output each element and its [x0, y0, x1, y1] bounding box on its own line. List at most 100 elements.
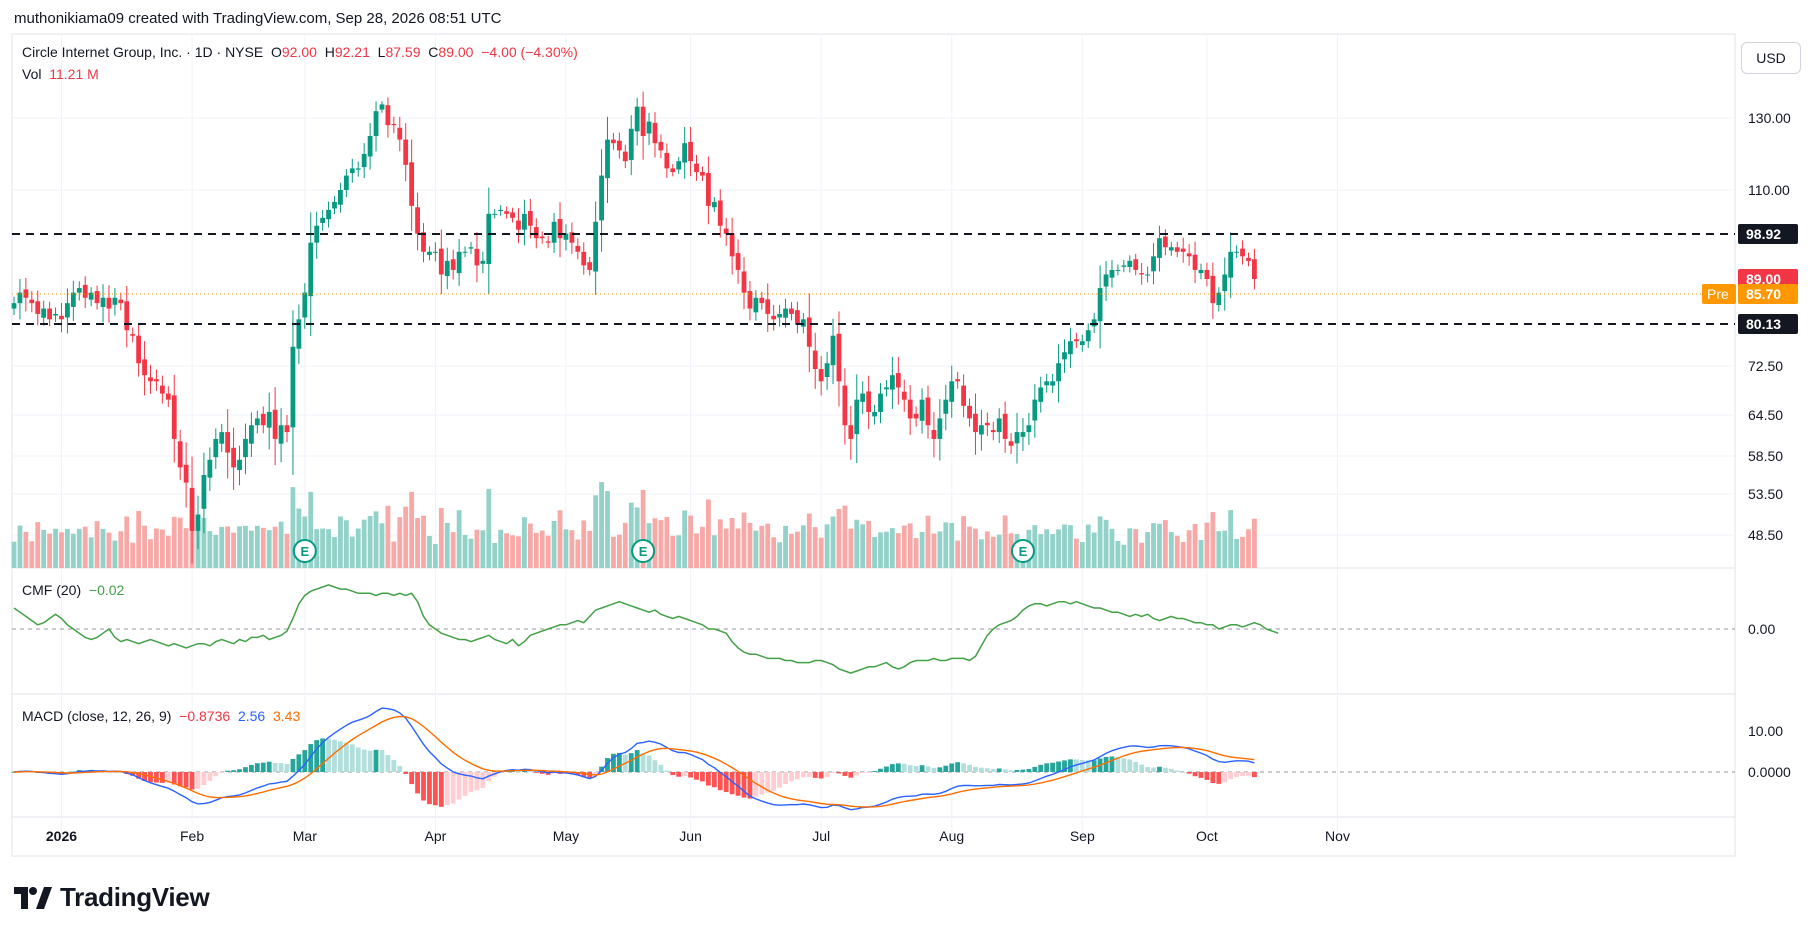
change-value: −4.00 (−4.30%) — [481, 44, 578, 60]
candle-body — [165, 393, 171, 400]
candle-body — [765, 299, 771, 314]
volume-bar — [480, 530, 486, 568]
created-caption: muthonikiama09 created with TradingView.… — [14, 10, 502, 27]
candle-body — [480, 260, 486, 264]
candle-body — [901, 391, 907, 400]
candle-body — [385, 105, 391, 126]
volume-legend[interactable]: Vol 11.21 M — [22, 66, 99, 82]
macd-legend[interactable]: MACD (close, 12, 26, 9) −0.8736 2.56 3.4… — [22, 708, 300, 724]
volume-bar — [326, 529, 331, 568]
earnings-marker[interactable]: E — [1010, 539, 1035, 563]
close-label: C — [428, 44, 439, 60]
candle-body — [415, 207, 420, 234]
volume-bar — [854, 519, 860, 568]
macd-histogram-bar — [729, 772, 735, 795]
tradingview-logo[interactable]: TradingView — [14, 882, 210, 913]
volume-bar — [777, 542, 783, 568]
candle-body — [254, 418, 260, 426]
macd-signal-value: 3.43 — [272, 708, 301, 724]
candle-body — [682, 143, 688, 163]
cmf-title: CMF (20) — [22, 582, 82, 598]
x-tick-label: Sep — [1070, 828, 1095, 844]
candle-body — [456, 251, 462, 274]
macd-histogram-bar — [937, 767, 943, 772]
macd-histogram-bar — [1198, 772, 1204, 778]
macd-histogram-bar — [884, 766, 889, 772]
candle-body — [47, 308, 53, 320]
macd-histogram-bar — [688, 772, 693, 778]
candle-body — [314, 225, 320, 243]
macd-histogram-bar — [1133, 761, 1139, 772]
macd-histogram-bar — [260, 762, 266, 772]
volume-bar — [397, 517, 403, 568]
candle-body — [106, 297, 112, 309]
candle-body — [88, 292, 94, 300]
volume-bar — [1091, 532, 1097, 568]
macd-histogram-bar — [1091, 760, 1097, 772]
candle-body — [747, 291, 753, 309]
volume-label: Vol — [22, 66, 42, 82]
tradingview-logo-icon — [14, 886, 52, 909]
candle-body — [1252, 259, 1257, 279]
volume-bar — [11, 541, 17, 568]
candle-body — [545, 241, 551, 243]
macd-line-value: 2.56 — [237, 708, 266, 724]
volume-bar — [533, 532, 539, 568]
x-tick-label: Oct — [1196, 828, 1218, 844]
macd-histogram-bar — [379, 749, 385, 772]
cmf-legend[interactable]: CMF (20) −0.02 — [22, 582, 124, 598]
macd-histogram-bar — [812, 772, 818, 778]
volume-bar — [1168, 532, 1174, 568]
symbol-legend[interactable]: Circle Internet Group, Inc. · 1D · NYSE … — [22, 44, 578, 60]
candle-body — [860, 393, 866, 402]
macd-histogram-bar — [1103, 756, 1109, 772]
volume-bar — [1174, 535, 1180, 568]
candle-body — [450, 259, 456, 270]
volume-bar — [955, 540, 961, 568]
macd-histogram-bar — [213, 772, 219, 777]
candle-body — [349, 168, 355, 174]
candle-body — [575, 245, 581, 252]
volume-bar — [70, 533, 76, 568]
volume-bar — [284, 533, 290, 568]
candle-body — [391, 123, 397, 126]
currency-button[interactable]: USD — [1741, 42, 1801, 74]
candle-body — [533, 227, 539, 239]
earnings-marker[interactable]: E — [292, 539, 317, 563]
macd-histogram-bar — [996, 768, 1002, 772]
volume-bar — [272, 526, 278, 568]
y-tick-label: 58.50 — [1748, 448, 1783, 464]
volume-bar — [759, 525, 765, 568]
macd-histogram-bar — [118, 771, 124, 773]
earnings-marker[interactable]: E — [631, 539, 656, 563]
volume-value: 11.21 M — [49, 66, 99, 82]
symbol-name[interactable]: Circle Internet Group, Inc. · 1D · NYSE — [22, 44, 264, 60]
volume-bar — [403, 506, 409, 568]
candle-body — [949, 381, 955, 402]
macd-histogram-bar — [290, 758, 296, 772]
macd-histogram-bar — [1216, 772, 1222, 784]
candle-body — [955, 379, 961, 382]
macd-histogram-bar — [860, 772, 866, 774]
volume-bar — [735, 528, 741, 568]
macd-histogram-bar — [272, 763, 278, 772]
macd-histogram-bar — [634, 750, 640, 772]
candle-body — [688, 141, 693, 162]
candle-body — [486, 213, 492, 265]
macd-histogram-bar — [581, 772, 587, 778]
volume-bar — [450, 532, 456, 568]
earnings-marker-circle — [292, 539, 317, 563]
macd-histogram-bar — [1062, 760, 1067, 772]
macd-histogram-bar — [177, 772, 183, 787]
macd-histogram-bar — [421, 772, 426, 801]
candle-body — [990, 430, 996, 433]
macd-histogram-bar — [878, 768, 883, 772]
candle-body — [984, 422, 990, 426]
candle-body — [1014, 432, 1020, 444]
volume-bar — [1240, 536, 1245, 568]
candle-body — [848, 425, 854, 439]
macd-histogram-bar — [195, 772, 201, 789]
macd-histogram-bar — [142, 772, 147, 782]
